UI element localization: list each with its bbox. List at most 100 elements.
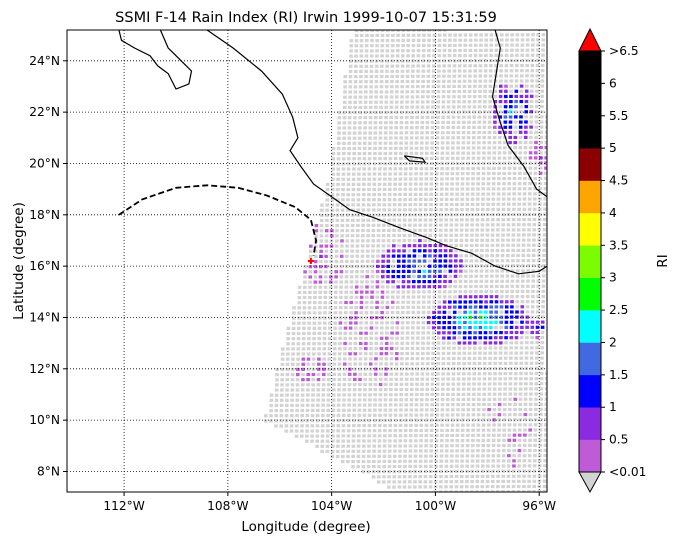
swath-pixel [529, 361, 534, 365]
swath-pixel [456, 377, 461, 381]
swath-pixel [373, 157, 377, 161]
swath-pixel [466, 131, 471, 135]
rain-pixel [402, 244, 406, 248]
swath-pixel [538, 207, 542, 211]
swath-pixel [516, 484, 521, 489]
swath-pixel [540, 94, 544, 98]
swath-pixel [285, 367, 290, 372]
swath-pixel [390, 74, 394, 78]
swath-pixel [455, 177, 460, 181]
swath-pixel [415, 382, 419, 386]
swath-pixel [426, 74, 431, 78]
swath-pixel [354, 300, 359, 304]
swath-pixel [495, 254, 500, 258]
swath-pixel [361, 449, 366, 453]
swath-pixel [377, 465, 381, 469]
swath-pixel [371, 254, 375, 258]
swath-pixel [410, 382, 414, 386]
swath-pixel [353, 100, 357, 104]
swath-pixel [522, 223, 526, 227]
swath-pixel [471, 182, 475, 186]
swath-pixel [545, 377, 547, 381]
swath-pixel [421, 336, 425, 340]
swath-pixel [478, 59, 483, 63]
swath-pixel [322, 336, 327, 341]
swath-pixel [377, 187, 382, 191]
swath-pixel [337, 367, 342, 371]
rain-pixel [443, 254, 448, 258]
swath-pixel [285, 383, 289, 387]
swath-pixel [333, 331, 337, 335]
swath-pixel [325, 193, 330, 197]
swath-pixel [377, 213, 381, 217]
rain-pixel [359, 305, 364, 310]
swath-pixel [387, 475, 391, 479]
swath-pixel [462, 372, 466, 376]
swath-pixel [529, 130, 533, 134]
swath-pixel [510, 269, 515, 273]
swath-pixel [400, 100, 404, 104]
rain-pixel [369, 316, 374, 320]
swath-pixel [465, 228, 469, 232]
swath-pixel [302, 311, 306, 315]
rain-pixel [514, 105, 518, 109]
swath-pixel [290, 383, 295, 387]
swath-pixel [389, 131, 393, 135]
swath-pixel [539, 120, 544, 124]
swath-pixel [396, 295, 400, 299]
swath-pixel [325, 444, 330, 448]
swath-pixel [411, 38, 416, 42]
rain-pixel [458, 315, 462, 319]
swath-pixel [366, 470, 371, 474]
swath-pixel [475, 479, 480, 484]
swath-pixel [467, 351, 472, 355]
y-tick-label: 16°N [29, 259, 60, 273]
swath-pixel [501, 238, 505, 242]
swath-pixel [440, 413, 445, 417]
rain-pixel [468, 336, 472, 340]
swath-pixel [523, 407, 528, 412]
rain-pixel [499, 300, 504, 304]
swath-pixel [529, 387, 533, 391]
swath-pixel [426, 90, 430, 94]
rain-pixel [524, 94, 529, 98]
swath-pixel [507, 187, 511, 191]
swath-pixel [514, 79, 519, 83]
swath-pixel [305, 403, 310, 407]
swath-pixel [507, 423, 512, 427]
swath-pixel [346, 454, 350, 459]
swath-pixel [383, 434, 387, 438]
swath-pixel [463, 285, 468, 289]
swath-pixel [523, 141, 528, 145]
swath-pixel [445, 418, 450, 422]
swath-pixel [384, 377, 388, 381]
swath-pixel [378, 131, 383, 135]
swath-pixel [509, 341, 513, 345]
swath-pixel [449, 459, 454, 463]
swath-pixel [399, 115, 404, 120]
swath-pixel [323, 306, 327, 310]
swath-pixel [445, 182, 449, 186]
swath-pixel [400, 90, 404, 94]
colorbar-tick-label: >6.5 [609, 44, 639, 58]
swath-pixel [301, 352, 306, 356]
swath-pixel [435, 151, 439, 155]
rain-pixel [519, 99, 524, 104]
swath-pixel [476, 172, 481, 176]
rain-pixel [384, 352, 389, 356]
swath-pixel [416, 64, 420, 68]
swath-pixel [362, 187, 366, 192]
rain-pixel [504, 315, 509, 319]
swath-pixel [389, 126, 393, 130]
swath-pixel [372, 208, 376, 212]
swath-pixel [351, 182, 356, 186]
swath-pixel [425, 120, 430, 125]
swath-pixel [366, 244, 370, 248]
swath-pixel [357, 403, 362, 407]
swath-pixel [405, 85, 410, 89]
swath-pixel [394, 403, 398, 407]
swath-pixel [453, 295, 457, 299]
swath-pixel [443, 30, 447, 32]
rain-pixel [381, 275, 385, 279]
swath-pixel [374, 321, 379, 325]
